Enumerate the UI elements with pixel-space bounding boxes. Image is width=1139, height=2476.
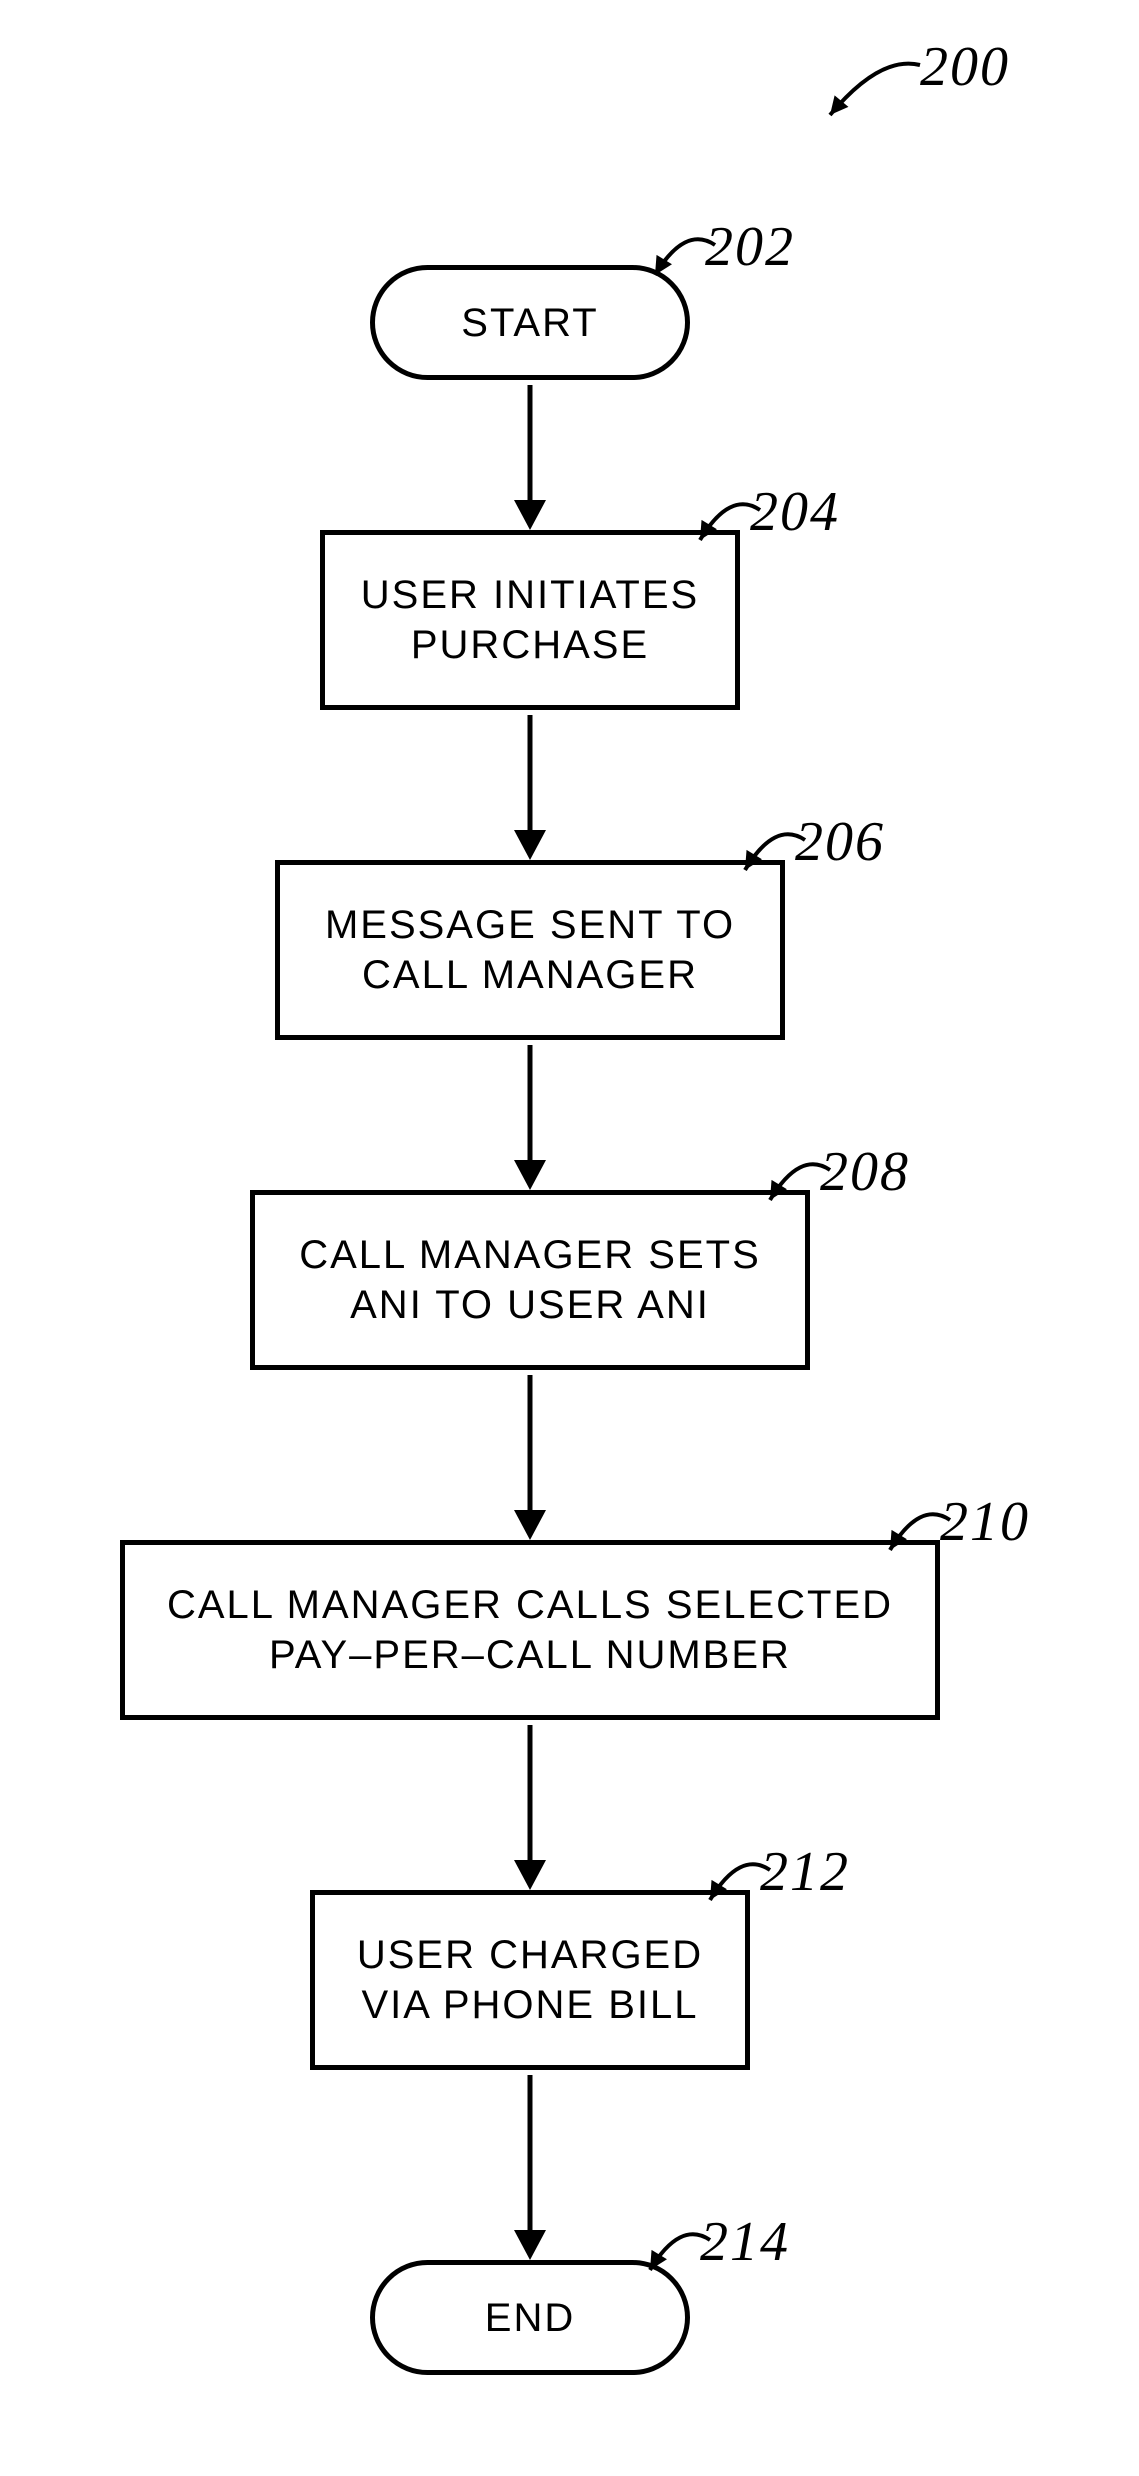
node-text-n206: MESSAGE SENT TOCALL MANAGER [325, 900, 735, 1000]
ref-label-214: 214 [700, 2210, 790, 2274]
ref-label-202: 202 [705, 215, 795, 279]
ref-label-210: 210 [940, 1490, 1030, 1554]
node-text-end: END [485, 2293, 575, 2343]
node-text-n204: USER INITIATESPURCHASE [361, 570, 699, 670]
node-text-n208: CALL MANAGER SETSANI TO USER ANI [299, 1230, 761, 1330]
arrow-n206-to-n208 [500, 1045, 560, 1190]
node-n210: CALL MANAGER CALLS SELECTEDPAY–PER–CALL … [120, 1540, 940, 1720]
arrow-n204-to-n206 [500, 715, 560, 860]
node-text-n212: USER CHARGEDVIA PHONE BILL [357, 1930, 703, 2030]
ref-label-206: 206 [795, 810, 885, 874]
node-start: START [370, 265, 690, 380]
arrow-n212-to-end [500, 2075, 560, 2260]
ref-label-212: 212 [760, 1840, 850, 1904]
node-text-n210: CALL MANAGER CALLS SELECTEDPAY–PER–CALL … [167, 1580, 893, 1680]
node-text-start: START [461, 298, 598, 348]
node-n206: MESSAGE SENT TOCALL MANAGER [275, 860, 785, 1040]
node-n212: USER CHARGEDVIA PHONE BILL [310, 1890, 750, 2070]
flowchart-canvas: START USER INITIATESPURCHASE MESSAGE SENT … [0, 0, 1139, 2476]
node-end: END [370, 2260, 690, 2375]
node-n208: CALL MANAGER SETSANI TO USER ANI [250, 1190, 810, 1370]
node-n204: USER INITIATESPURCHASE [320, 530, 740, 710]
ref-label-208: 208 [820, 1140, 910, 1204]
arrow-n210-to-n212 [500, 1725, 560, 1890]
arrow-start-to-n204 [500, 385, 560, 530]
arrow-n208-to-n210 [500, 1375, 560, 1540]
ref-label-204: 204 [750, 480, 840, 544]
ref-label-200: 200 [920, 35, 1010, 99]
